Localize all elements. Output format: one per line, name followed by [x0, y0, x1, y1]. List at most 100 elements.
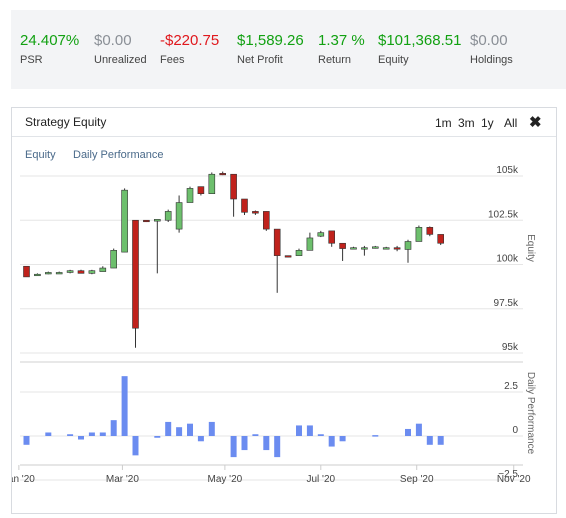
- candle-body: [339, 242, 346, 249]
- stat-label: PSR: [20, 54, 43, 66]
- stat-value: $1,589.26: [237, 32, 304, 49]
- equity-axis-title: Equity: [525, 234, 536, 262]
- stat-value: $0.00: [470, 32, 508, 49]
- performance-bar: [274, 436, 281, 458]
- x-tick-label: Mar '20: [106, 474, 139, 485]
- candle-body: [426, 227, 434, 235]
- performance-tick-label: 0: [512, 425, 518, 436]
- candle-body: [230, 173, 237, 200]
- legend-equity[interactable]: Equity: [25, 149, 56, 161]
- stat-return: 1.37 % Return: [318, 32, 365, 66]
- candle-body: [197, 186, 205, 195]
- candle-body: [263, 211, 270, 230]
- stat-holdings: $0.00 Holdings: [470, 32, 513, 66]
- candle-body: [99, 267, 107, 272]
- performance-bar: [241, 436, 248, 451]
- stat-net-profit: $1,589.26 Net Profit: [237, 32, 304, 66]
- candle-body: [219, 173, 226, 176]
- equity-tick-label: 95k: [502, 342, 519, 353]
- candle-body: [88, 270, 96, 274]
- candle-body: [350, 247, 357, 250]
- candle-body: [132, 219, 139, 329]
- performance-bar: [197, 436, 204, 442]
- equity-tick-label: 105k: [496, 165, 519, 176]
- candle-body: [44, 272, 52, 275]
- candle-body: [393, 247, 401, 250]
- candle-body: [77, 270, 85, 274]
- candle-body: [415, 227, 423, 242]
- range-all-button[interactable]: All: [504, 116, 518, 130]
- performance-bar: [121, 376, 128, 436]
- performance-bar: [45, 432, 52, 436]
- candle-body: [23, 265, 30, 278]
- performance-axis-title: Daily Performance: [525, 372, 536, 455]
- performance-bar: [154, 436, 161, 438]
- performance-bar: [339, 436, 346, 442]
- candle-body: [66, 270, 74, 273]
- performance-bar: [426, 436, 433, 445]
- candle-body: [328, 230, 336, 244]
- chart-svg: 95k 97.5k 100k 102.5k 105k −2.5 0 2.5 Jan '20 Mar…: [12, 165, 536, 485]
- candle-body: [437, 234, 445, 244]
- performance-bar: [110, 420, 117, 436]
- range-3m-button[interactable]: 3m: [458, 116, 475, 130]
- performance-tick-label: −2.5: [498, 469, 518, 480]
- performance-bar: [99, 432, 106, 436]
- performance-bar: [230, 436, 237, 458]
- stat-value: 24.407%: [20, 32, 80, 49]
- equity-tick-label: 97.5k: [494, 298, 519, 309]
- performance-bar: [23, 436, 30, 445]
- range-1y-button[interactable]: 1y: [481, 116, 494, 130]
- stat-unrealized: $0.00 Unrealized: [94, 32, 147, 66]
- performance-bar: [263, 436, 270, 451]
- stat-value: $0.00: [94, 32, 132, 49]
- candle-body: [361, 247, 368, 250]
- performance-bar: [437, 436, 444, 445]
- performance-tick-label: 2.5: [504, 381, 518, 392]
- candle-body: [295, 250, 303, 256]
- legend-daily-performance[interactable]: Daily Performance: [73, 149, 164, 161]
- performance-bar: [78, 436, 84, 440]
- stat-label: Holdings: [470, 54, 513, 66]
- performance-bar: [165, 421, 172, 436]
- stat-label: Return: [318, 54, 352, 66]
- performance-bar: [415, 423, 422, 436]
- performance-bar: [296, 425, 302, 436]
- candle-body: [175, 202, 183, 230]
- stat-label: Equity: [378, 54, 409, 66]
- candle-body: [55, 272, 63, 275]
- stat-label: Unrealized: [94, 54, 147, 66]
- candle-body: [110, 250, 117, 269]
- performance-bar: [306, 425, 313, 436]
- stat-psr: 24.407% PSR: [20, 32, 79, 66]
- range-1m-button[interactable]: 1m: [435, 116, 452, 130]
- stat-value: $101,368.51: [378, 32, 462, 49]
- performance-bar: [372, 435, 379, 437]
- performance-bar: [132, 436, 139, 456]
- candle-body: [208, 173, 216, 195]
- panel-title: Strategy Equity: [25, 115, 107, 129]
- candle-body: [252, 211, 259, 214]
- stat-value: 1.37 %: [318, 32, 365, 49]
- equity-tick-label: 100k: [496, 254, 519, 265]
- close-icon[interactable]: ✖: [529, 114, 542, 131]
- candle-body: [404, 241, 412, 250]
- performance-bar: [88, 432, 95, 436]
- x-tick-label: Jan '20: [12, 474, 35, 485]
- candle-body: [371, 246, 379, 249]
- stat-equity: $101,368.51 Equity: [378, 32, 461, 66]
- performance-bar: [67, 434, 74, 436]
- equity-tick-label: 102.5k: [488, 209, 519, 220]
- x-tick-label: Jul '20: [307, 474, 336, 485]
- x-tick-label: May '20: [208, 474, 243, 485]
- performance-bar: [328, 436, 335, 447]
- performance-bar: [176, 427, 183, 436]
- candle-body: [154, 219, 161, 222]
- performance-bar: [208, 421, 215, 436]
- stat-fees: -$220.75 Fees: [160, 32, 219, 66]
- x-tick-label: Sep '20: [400, 474, 434, 485]
- stat-value: -$220.75: [160, 32, 220, 49]
- candle-body: [143, 219, 150, 223]
- panel-header: Strategy Equity 1m 3m 1y All ✖: [12, 108, 556, 137]
- strategy-equity-panel: Strategy Equity 1m 3m 1y All ✖ Equity Da…: [11, 107, 557, 514]
